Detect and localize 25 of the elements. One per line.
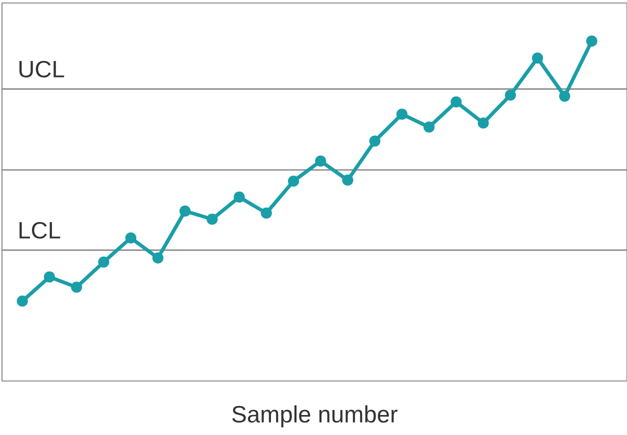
point (396, 108, 408, 120)
point (288, 176, 300, 187)
point (44, 271, 56, 283)
ref-line-label: LCL (20, 222, 60, 239)
point (234, 192, 245, 203)
point (71, 282, 82, 293)
x-axis-title: Sample number (232, 405, 398, 428)
point (504, 90, 516, 101)
point (152, 252, 164, 264)
point (179, 205, 191, 217)
ref-line-label: UCL (19, 60, 64, 78)
point (586, 36, 598, 47)
point (424, 122, 435, 133)
point (532, 52, 544, 64)
point (315, 156, 326, 167)
point (559, 90, 570, 102)
point (206, 214, 218, 225)
point (125, 232, 136, 244)
point (16, 296, 28, 307)
point (369, 135, 380, 147)
point (478, 117, 489, 129)
point (260, 208, 272, 219)
point (450, 96, 462, 108)
point (98, 256, 110, 268)
point (342, 174, 354, 186)
